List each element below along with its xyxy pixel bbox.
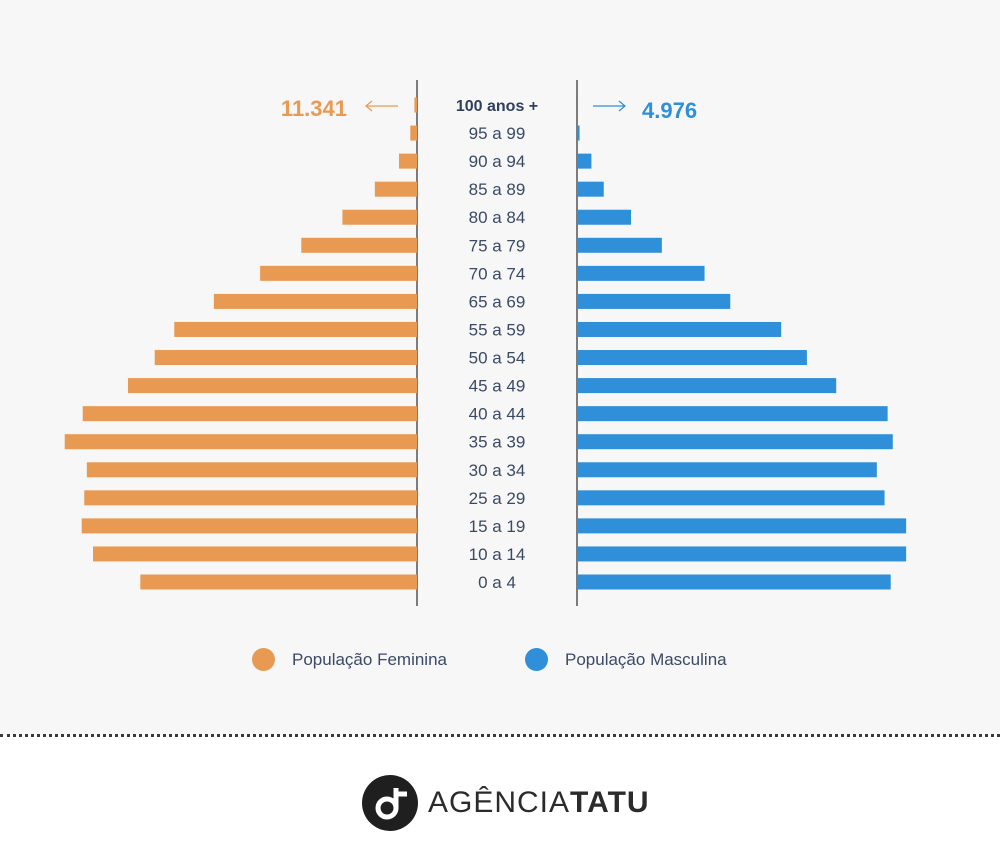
female-bar-5 xyxy=(342,209,417,225)
male-bar-16 xyxy=(577,518,907,534)
legend: População Feminina População Masculina xyxy=(0,648,1000,678)
age-labels: 100 anos + 95 a 99 90 a 94 85 a 89 80 a 84 75… xyxy=(456,98,538,592)
age-label-5: 80 a 84 xyxy=(469,208,526,227)
age-label-12: 40 a 44 xyxy=(469,405,526,424)
brand: AGÊNCIATATU xyxy=(362,775,650,831)
male-bar-7 xyxy=(577,265,705,281)
male-bar-12 xyxy=(577,406,888,422)
brand-name: AGÊNCIATATU xyxy=(428,786,650,820)
age-label-4: 85 a 89 xyxy=(469,180,526,199)
legend-label-male: População Masculina xyxy=(565,649,727,669)
female-bar-1 xyxy=(414,97,417,113)
female-bar-9 xyxy=(174,321,417,337)
age-label-17: 10 a 14 xyxy=(469,545,526,564)
age-label-6: 75 a 79 xyxy=(469,236,526,255)
female-bar-15 xyxy=(84,490,417,506)
male-bar-15 xyxy=(577,490,885,506)
male-bar-14 xyxy=(577,462,877,478)
female-bar-18 xyxy=(140,574,418,590)
male-bar-9 xyxy=(577,321,782,337)
legend-dot-male xyxy=(525,648,548,671)
female-bar-11 xyxy=(127,378,417,394)
female-bar-7 xyxy=(260,265,417,281)
male-bar-17 xyxy=(577,546,907,562)
female-bar-4 xyxy=(374,181,417,197)
male-bar-5 xyxy=(577,209,631,225)
arrow-right-icon xyxy=(593,100,626,112)
age-label-10: 50 a 54 xyxy=(469,349,526,368)
female-bar-2 xyxy=(410,125,417,141)
brand-name-bold: TATU xyxy=(570,786,650,819)
female-bar-13 xyxy=(64,434,417,450)
legend-item-female: População Feminina xyxy=(252,648,447,671)
age-label-8: 65 a 69 xyxy=(469,292,526,311)
male-bar-2 xyxy=(577,125,580,141)
male-bars xyxy=(577,97,907,590)
male-bar-18 xyxy=(577,574,891,590)
male-top-value: 4.976 xyxy=(642,98,697,123)
female-bar-16 xyxy=(81,518,417,534)
population-pyramid-chart: 100 anos + 95 a 99 90 a 94 85 a 89 80 a 84 75… xyxy=(64,80,907,606)
dotted-separator xyxy=(0,734,1000,737)
male-bar-1 xyxy=(577,97,579,113)
female-bar-3 xyxy=(399,153,417,169)
age-label-9: 55 a 59 xyxy=(469,320,526,339)
female-bar-6 xyxy=(301,237,417,253)
male-bar-13 xyxy=(577,434,893,450)
age-label-18: 0 a 4 xyxy=(478,573,516,592)
age-label-3: 90 a 94 xyxy=(469,152,526,171)
age-label-16: 15 a 19 xyxy=(469,517,526,536)
male-bar-4 xyxy=(577,181,604,197)
age-label-13: 35 a 39 xyxy=(469,433,526,452)
female-bar-12 xyxy=(82,406,417,422)
legend-item-male: População Masculina xyxy=(525,648,727,671)
chart-panel: 100 anos + 95 a 99 90 a 94 85 a 89 80 a 84 75… xyxy=(64,80,907,606)
age-label-14: 30 a 34 xyxy=(469,461,526,480)
female-bar-17 xyxy=(93,546,417,562)
legend-label-female: População Feminina xyxy=(292,649,447,669)
age-label-7: 70 a 74 xyxy=(469,264,526,283)
male-bar-11 xyxy=(577,378,837,394)
age-label-1: 100 anos + xyxy=(456,98,538,115)
tatu-logo-icon xyxy=(362,775,418,831)
male-bar-3 xyxy=(577,153,592,169)
female-bar-10 xyxy=(154,350,417,366)
male-bar-10 xyxy=(577,350,807,366)
arrow-left-icon xyxy=(365,100,398,112)
age-label-2: 95 a 99 xyxy=(469,124,526,143)
age-label-11: 45 a 49 xyxy=(469,377,526,396)
legend-dot-female xyxy=(252,648,275,671)
female-bar-8 xyxy=(213,293,417,309)
female-bar-14 xyxy=(86,462,417,478)
female-top-value: 11.341 xyxy=(281,96,347,121)
male-bar-8 xyxy=(577,293,731,309)
brand-name-light: AGÊNCIA xyxy=(428,786,571,819)
female-bars xyxy=(64,97,418,590)
age-label-15: 25 a 29 xyxy=(469,489,526,508)
male-bar-6 xyxy=(577,237,662,253)
